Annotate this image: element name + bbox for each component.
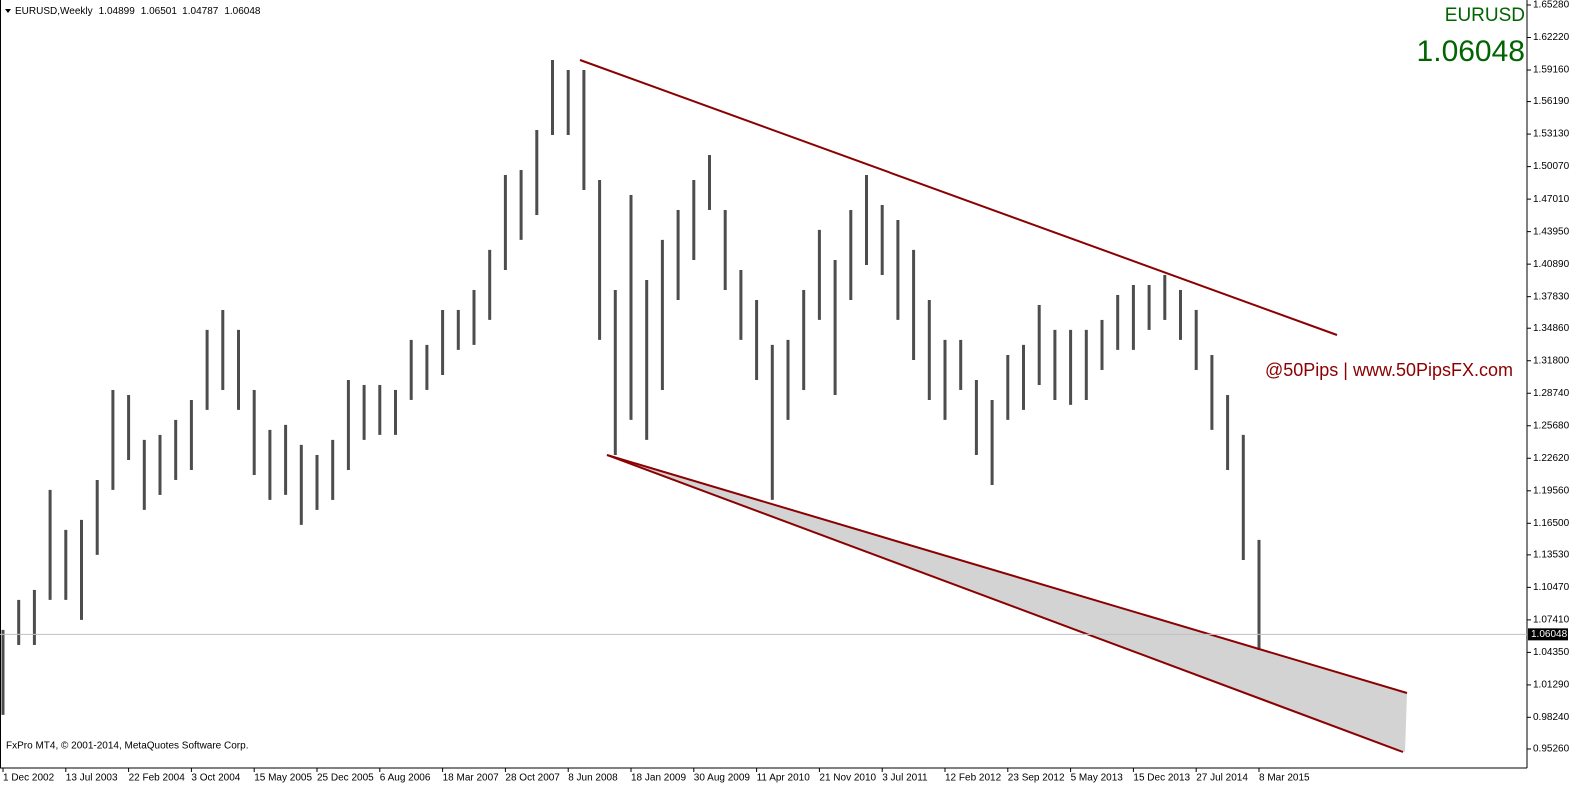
watermark: @50Pips | www.50PipsFX.com bbox=[1265, 360, 1513, 380]
price: 1.06048 bbox=[1417, 35, 1525, 68]
x-tick-label: 8 Jun 2008 bbox=[568, 773, 618, 784]
x-tick-label: 30 Aug 2009 bbox=[694, 773, 751, 784]
x-tick-label: 3 Jul 2011 bbox=[882, 773, 928, 784]
y-tick-label: 1.62220 bbox=[1533, 32, 1570, 43]
y-tick-label: 1.28740 bbox=[1533, 388, 1570, 399]
price-tag bbox=[1528, 628, 1568, 641]
x-tick-label: 1 Dec 2002 bbox=[3, 773, 55, 784]
x-tick-label: 11 Apr 2010 bbox=[757, 773, 811, 784]
y-tick-label: 1.10470 bbox=[1533, 582, 1570, 593]
chart-header: EURUSD,Weekly 1.04899 1.06501 1.04787 1.0604… bbox=[15, 6, 261, 17]
y-tick-label: 1.25680 bbox=[1533, 420, 1570, 431]
header-value: 1.06501 bbox=[141, 6, 178, 17]
y-tick-label: 1.22620 bbox=[1533, 453, 1570, 464]
y-tick-label: 1.04350 bbox=[1533, 647, 1570, 658]
x-tick-label: 21 Nov 2010 bbox=[819, 773, 876, 784]
y-tick-label: 1.53130 bbox=[1533, 129, 1570, 140]
x-tick-label: 27 Jul 2014 bbox=[1196, 773, 1248, 784]
y-tick-label: 1.43950 bbox=[1533, 226, 1570, 237]
y-tick-label: 1.47010 bbox=[1533, 194, 1570, 205]
y-tick-label: 1.40890 bbox=[1533, 259, 1570, 270]
y-tick-label: 1.50070 bbox=[1533, 161, 1570, 172]
menu-arrow[interactable] bbox=[5, 9, 11, 13]
y-tick-label: 1.07410 bbox=[1533, 615, 1570, 626]
x-tick-label: 15 May 2005 bbox=[254, 773, 312, 784]
x-tick-label: 23 Sep 2012 bbox=[1008, 773, 1065, 784]
y-tick-label: 1.59160 bbox=[1533, 65, 1570, 76]
x-tick-label: 5 May 2013 bbox=[1071, 773, 1124, 784]
x-tick-label: 3 Oct 2004 bbox=[191, 773, 240, 784]
lower-trendline bbox=[606, 454, 1408, 694]
upper-trendline bbox=[579, 59, 1338, 336]
header-value: 1.04787 bbox=[182, 6, 219, 17]
x-tick-label: 12 Feb 2012 bbox=[945, 773, 1002, 784]
y-tick-label: 1.19560 bbox=[1533, 485, 1570, 496]
y-tick-label: 1.65280 bbox=[1533, 0, 1570, 11]
x-tick-label: 18 Jan 2009 bbox=[631, 773, 686, 784]
x-tick-label: 13 Jul 2003 bbox=[66, 773, 118, 784]
price-tag-label: 1.06048 bbox=[1531, 629, 1568, 640]
y-tick-label: 1.13530 bbox=[1533, 549, 1570, 560]
header-value: 1.04899 bbox=[99, 6, 136, 17]
lower-trendline bbox=[606, 454, 1404, 753]
y-tick-label: 1.16500 bbox=[1533, 518, 1570, 529]
symbol: EURUSD bbox=[1445, 5, 1525, 26]
header-value: 1.06048 bbox=[224, 6, 261, 17]
copyright: FxPro MT4, © 2001-2014, MetaQuotes Softw… bbox=[6, 741, 248, 752]
y-tick-label: 1.01290 bbox=[1533, 680, 1570, 691]
x-tick-label: 18 Mar 2007 bbox=[443, 773, 500, 784]
x-tick-label: 6 Aug 2006 bbox=[380, 773, 431, 784]
y-tick-label: 1.56190 bbox=[1533, 96, 1570, 107]
x-tick-label: 8 Mar 2015 bbox=[1259, 773, 1310, 784]
y-tick-label: 1.37830 bbox=[1533, 291, 1570, 302]
y-tick-label: 1.34860 bbox=[1533, 323, 1570, 334]
x-tick-label: 28 Oct 2007 bbox=[505, 773, 560, 784]
x-tick-label: 25 Dec 2005 bbox=[317, 773, 374, 784]
y-tick-label: 0.95260 bbox=[1533, 744, 1570, 755]
y-tick-label: 0.98240 bbox=[1533, 712, 1570, 723]
x-tick-label: 22 Feb 2004 bbox=[129, 773, 186, 784]
y-tick-label: 1.31800 bbox=[1533, 355, 1570, 366]
x-tick-label: 15 Dec 2013 bbox=[1133, 773, 1190, 784]
